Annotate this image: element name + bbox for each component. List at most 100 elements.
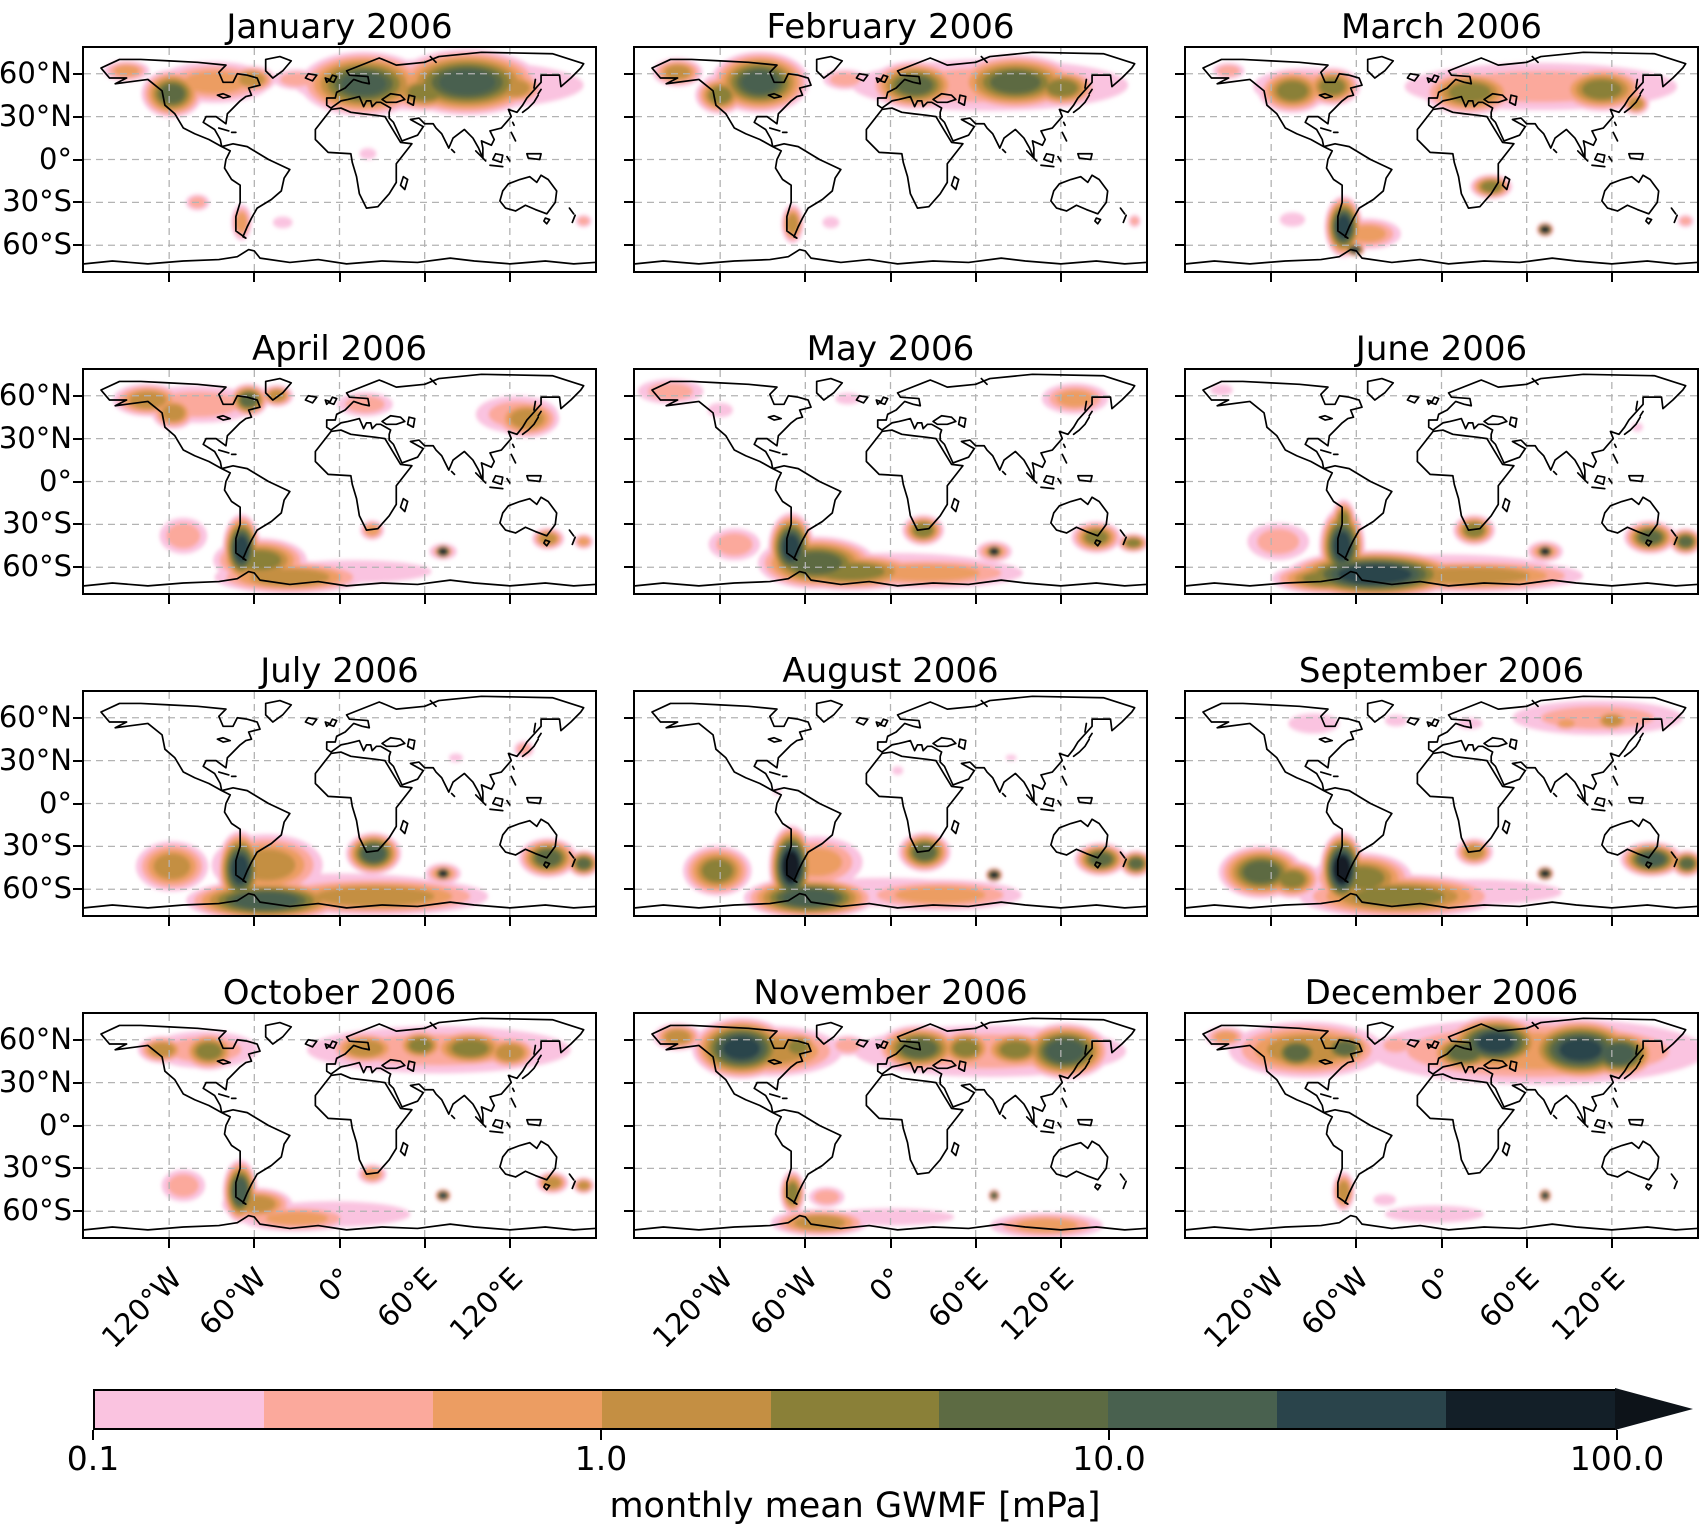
colorbar-axis-label: monthly mean GWMF [mPa] bbox=[609, 1486, 1101, 1526]
y-tick-mark bbox=[1175, 523, 1184, 526]
y-tick-mark bbox=[1175, 888, 1184, 891]
y-tick-mark bbox=[1175, 1081, 1184, 1084]
map-canvas bbox=[635, 48, 1146, 271]
map-canvas bbox=[635, 1014, 1146, 1237]
y-tick-mark bbox=[73, 1167, 82, 1170]
map-december: 120°W 60°W 0° 60°E 120°E bbox=[1175, 1012, 1699, 1355]
map-canvas bbox=[635, 370, 1146, 593]
x-tick-mark bbox=[889, 595, 892, 604]
map-january: 60°N 30°N 0° 30°S 60°S bbox=[0, 46, 597, 282]
lat-tick-label: 60°N bbox=[0, 1021, 72, 1056]
y-tick-mark bbox=[1175, 437, 1184, 440]
colorbar-tick-label: 1.0 bbox=[574, 1439, 628, 1478]
x-tick-mark bbox=[1355, 1239, 1358, 1248]
lat-tick-label: 0° bbox=[39, 785, 72, 820]
x-tick-mark bbox=[423, 595, 426, 604]
y-tick-mark bbox=[1175, 566, 1184, 569]
subplot-september: September 2006 bbox=[1175, 649, 1699, 971]
y-tick-mark bbox=[73, 716, 82, 719]
y-tick-mark bbox=[624, 244, 633, 247]
colorbar-segment-4 bbox=[770, 1391, 940, 1428]
y-tick-mark bbox=[1175, 1167, 1184, 1170]
x-tick-mark bbox=[719, 917, 722, 926]
subplot-october: October 2006 60°N 30°N 0° 30°S 60°S 120°W 60°W… bbox=[0, 971, 597, 1355]
gwmf-contour-field bbox=[112, 383, 594, 593]
x-tick-mark bbox=[1270, 273, 1273, 282]
lat-tick-label: 30°S bbox=[2, 184, 72, 219]
x-tick-mark bbox=[338, 273, 341, 282]
y-tick-mark bbox=[1175, 72, 1184, 75]
x-tick-mark bbox=[1059, 595, 1062, 604]
subplot-june: June 2006 bbox=[1175, 327, 1699, 649]
subplot-title: November 2006 bbox=[753, 973, 1028, 1013]
map-canvas bbox=[1186, 48, 1697, 271]
subplot-title: June 2006 bbox=[1355, 329, 1528, 369]
y-tick-mark bbox=[1175, 716, 1184, 719]
y-tick-mark bbox=[73, 1038, 82, 1041]
map-may bbox=[624, 368, 1148, 604]
y-tick-mark bbox=[73, 845, 82, 848]
y-tick-mark bbox=[624, 523, 633, 526]
y-tick-mark bbox=[73, 566, 82, 569]
x-tick-mark bbox=[974, 273, 977, 282]
y-tick-mark bbox=[73, 888, 82, 891]
x-tick-mark bbox=[338, 917, 341, 926]
map-canvas bbox=[84, 692, 595, 915]
x-tick-mark bbox=[1440, 917, 1443, 926]
map-canvas bbox=[1186, 1014, 1697, 1237]
gwmf-contour-field bbox=[1210, 384, 1697, 593]
x-tick-mark bbox=[1355, 917, 1358, 926]
x-tick-mark bbox=[889, 917, 892, 926]
x-tick-mark bbox=[804, 273, 807, 282]
x-tick-mark bbox=[1270, 1239, 1273, 1248]
x-tick-mark bbox=[1525, 273, 1528, 282]
x-tick-mark bbox=[253, 273, 256, 282]
subplot-february: February 2006 bbox=[624, 5, 1148, 327]
y-tick-mark bbox=[624, 480, 633, 483]
y-tick-mark bbox=[624, 888, 633, 891]
lat-tick-label: 60°S bbox=[2, 1193, 72, 1228]
subplot-april: April 2006 60°N 30°N 0° 30°S 60°S bbox=[0, 327, 597, 649]
y-tick-mark bbox=[1175, 1210, 1184, 1213]
subplot-title: April 2006 bbox=[251, 329, 428, 369]
x-tick-mark bbox=[168, 595, 171, 604]
x-tick-mark bbox=[1270, 917, 1273, 926]
gwmf-contour-field bbox=[1212, 62, 1694, 258]
x-tick-mark bbox=[719, 595, 722, 604]
x-tick-mark bbox=[1440, 595, 1443, 604]
x-tick-mark bbox=[1270, 595, 1273, 604]
y-tick-mark bbox=[1175, 115, 1184, 118]
x-tick-mark bbox=[1440, 273, 1443, 282]
y-tick-mark bbox=[73, 437, 82, 440]
colorbar-segment-2 bbox=[432, 1391, 602, 1428]
y-tick-mark bbox=[624, 115, 633, 118]
subplot-title: March 2006 bbox=[1341, 7, 1542, 47]
x-tick-mark bbox=[1525, 1239, 1528, 1248]
x-tick-mark bbox=[423, 273, 426, 282]
y-tick-mark bbox=[73, 1081, 82, 1084]
map-canvas bbox=[84, 1014, 595, 1237]
subplot-november: November 2006 120°W 60°W 0° 60°E 120°E bbox=[624, 971, 1148, 1355]
y-tick-mark bbox=[1175, 1038, 1184, 1041]
subplot-title: September 2006 bbox=[1298, 651, 1585, 691]
x-tick-mark bbox=[719, 1239, 722, 1248]
gwmf-contour-field bbox=[682, 754, 1146, 915]
colorbar-segment-0 bbox=[95, 1391, 264, 1428]
colorbar-tick-label: 0.1 bbox=[66, 1439, 120, 1478]
subplot-august: August 2006 bbox=[624, 649, 1148, 971]
y-tick-mark bbox=[624, 394, 633, 397]
y-tick-mark bbox=[624, 1124, 633, 1127]
y-tick-mark bbox=[1175, 759, 1184, 762]
colorbar-tick bbox=[1616, 1430, 1618, 1440]
y-tick-mark bbox=[73, 115, 82, 118]
y-tick-mark bbox=[624, 437, 633, 440]
y-tick-mark bbox=[73, 72, 82, 75]
map-april: 60°N 30°N 0° 30°S 60°S bbox=[0, 368, 597, 604]
map-march bbox=[1175, 46, 1699, 282]
x-tick-mark bbox=[1059, 917, 1062, 926]
map-november: 120°W 60°W 0° 60°E 120°E bbox=[624, 1012, 1148, 1355]
lat-tick-label: 30°N bbox=[0, 420, 72, 455]
lat-tick-label: 30°N bbox=[0, 1064, 72, 1099]
x-tick-mark bbox=[508, 1239, 511, 1248]
